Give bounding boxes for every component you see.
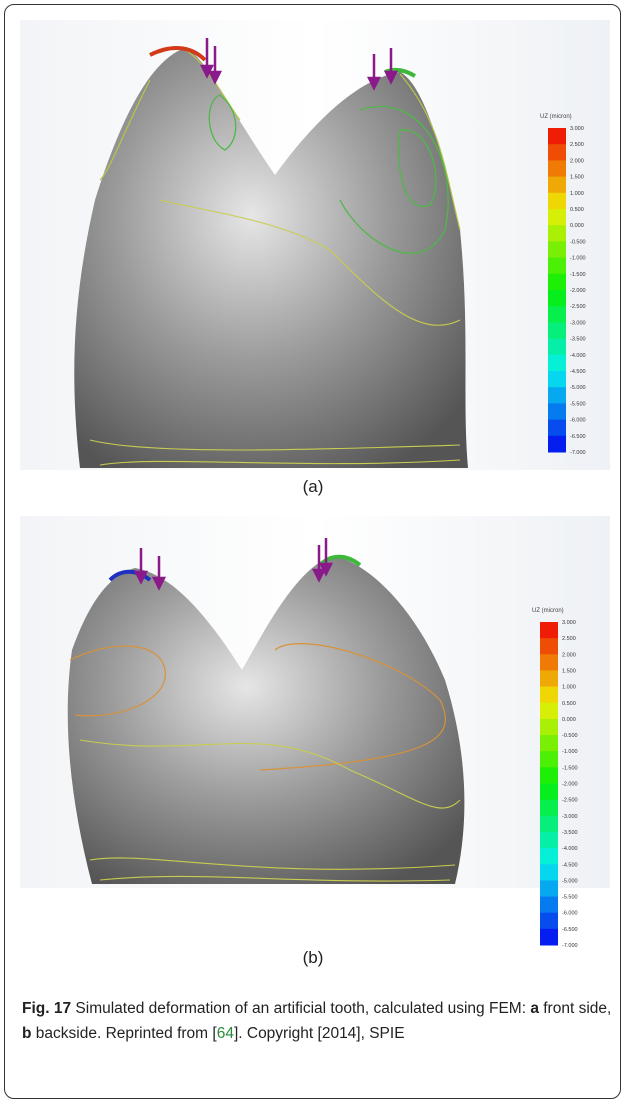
- colorbar-label: 0.500: [570, 207, 584, 213]
- colorbar-label: -1.000: [570, 256, 586, 262]
- colorbar-segment: [548, 160, 566, 177]
- colorbar-label: 2.000: [562, 652, 576, 658]
- colorbar-label: -6.500: [570, 434, 586, 440]
- colorbar-title: UZ (micron): [540, 114, 572, 120]
- colorbar-segment: [548, 177, 566, 194]
- colorbar-segment: [540, 622, 558, 639]
- colorbar-label: -7.000: [570, 450, 586, 456]
- colorbar-segment: [540, 800, 558, 817]
- colorbar-label: -4.000: [562, 846, 578, 852]
- caption-text: front side,: [539, 1000, 611, 1017]
- caption-label: Fig. 17: [22, 1000, 71, 1017]
- colorbar-segment: [540, 784, 558, 801]
- colorbar-segment: [540, 751, 558, 768]
- colorbar-label: -5.000: [570, 385, 586, 391]
- colorbar-segment: [540, 687, 558, 704]
- colorbar-segment: [548, 403, 566, 420]
- colorbar-segment: [548, 306, 566, 323]
- colorbar-segment: [548, 225, 566, 242]
- colorbar-segment: [540, 638, 558, 655]
- colorbar-label: -7.000: [562, 943, 578, 949]
- colorbar-segment: [540, 832, 558, 849]
- colorbar-label: -2.500: [562, 798, 578, 804]
- panel-label: (b): [303, 948, 324, 967]
- colorbar-segment: [548, 290, 566, 307]
- colorbar-label: 0.000: [562, 717, 576, 723]
- colorbar-segment: [540, 767, 558, 784]
- figure: (a) UZ (micron) 3.000 2.500 2.000 1.500 1.000 0…: [0, 0, 627, 990]
- colorbar-segment: [548, 193, 566, 210]
- colorbar-label: -0.500: [570, 239, 586, 245]
- colorbar-label: -1.000: [562, 749, 578, 755]
- colorbar-segment: [548, 241, 566, 258]
- colorbar-segment: [540, 880, 558, 897]
- colorbar-label: -3.500: [562, 830, 578, 836]
- colorbar-label: -6.000: [570, 418, 586, 424]
- colorbar-label: -3.000: [570, 320, 586, 326]
- colorbar-label: 3.000: [570, 126, 584, 132]
- colorbar-segment: [540, 897, 558, 914]
- colorbar-segment: [548, 339, 566, 356]
- colorbar-segment: [548, 436, 566, 453]
- colorbar-segment: [540, 735, 558, 752]
- colorbar-label: -5.500: [562, 895, 578, 901]
- colorbar-segment: [548, 128, 566, 145]
- colorbar-segment: [548, 387, 566, 404]
- colorbar-label: 3.000: [562, 620, 576, 626]
- colorbar-segment: [548, 420, 566, 437]
- colorbar-label: -6.000: [562, 911, 578, 917]
- page: (a) UZ (micron) 3.000 2.500 2.000 1.500 1.000 0…: [0, 0, 627, 1105]
- colorbar-label: -1.500: [562, 765, 578, 771]
- colorbar-segment: [540, 654, 558, 671]
- colorbar-label: 2.500: [570, 142, 584, 148]
- colorbar-label: -5.000: [562, 878, 578, 884]
- colorbar-segment: [548, 258, 566, 275]
- colorbar-label: -2.000: [570, 288, 586, 294]
- citation-link[interactable]: 64: [217, 1025, 234, 1042]
- colorbar-segment: [540, 670, 558, 687]
- colorbar-segment: [540, 864, 558, 881]
- colorbar-title: UZ (micron): [532, 608, 564, 614]
- colorbar-label: 1.500: [570, 175, 584, 181]
- colorbar-label: -2.500: [570, 304, 586, 310]
- colorbar-segment: [548, 355, 566, 372]
- colorbar-segment: [548, 322, 566, 339]
- colorbar-label: -2.000: [562, 782, 578, 788]
- colorbar-segment: [540, 913, 558, 930]
- colorbar-label: 1.000: [562, 685, 576, 691]
- colorbar-segment: [540, 929, 558, 946]
- colorbar-label: -4.000: [570, 353, 586, 359]
- caption-text: backside. Reprinted from [: [31, 1025, 216, 1042]
- caption-panel: a: [530, 1000, 539, 1017]
- colorbar-label: 2.500: [562, 636, 576, 642]
- colorbar-label: -1.500: [570, 272, 586, 278]
- caption-text: Simulated deformation of an artificial t…: [71, 1000, 530, 1017]
- colorbar-label: 2.000: [570, 158, 584, 164]
- caption: Fig. 17 Simulated deformation of an arti…: [22, 996, 614, 1046]
- caption-text: ]. Copyright [2014], SPIE: [234, 1025, 405, 1042]
- colorbar-label: -5.500: [570, 401, 586, 407]
- colorbar-label: 1.500: [562, 668, 576, 674]
- colorbar-label: -6.500: [562, 927, 578, 933]
- colorbar-label: -0.500: [562, 733, 578, 739]
- colorbar-segment: [548, 274, 566, 291]
- colorbar-segment: [540, 848, 558, 865]
- colorbar-segment: [540, 719, 558, 736]
- colorbar-label: -4.500: [562, 862, 578, 868]
- colorbar-segment: [548, 209, 566, 226]
- colorbar-label: -3.500: [570, 337, 586, 343]
- colorbar-label: 0.000: [570, 223, 584, 229]
- colorbar-label: -4.500: [570, 369, 586, 375]
- colorbar-label: -3.000: [562, 814, 578, 820]
- panel-label: (a): [303, 477, 324, 496]
- colorbar-segment: [540, 816, 558, 833]
- colorbar-label: 1.000: [570, 191, 584, 197]
- colorbar-segment: [540, 703, 558, 720]
- colorbar-label: 0.500: [562, 701, 576, 707]
- colorbar-segment: [548, 371, 566, 388]
- colorbar-segment: [548, 144, 566, 161]
